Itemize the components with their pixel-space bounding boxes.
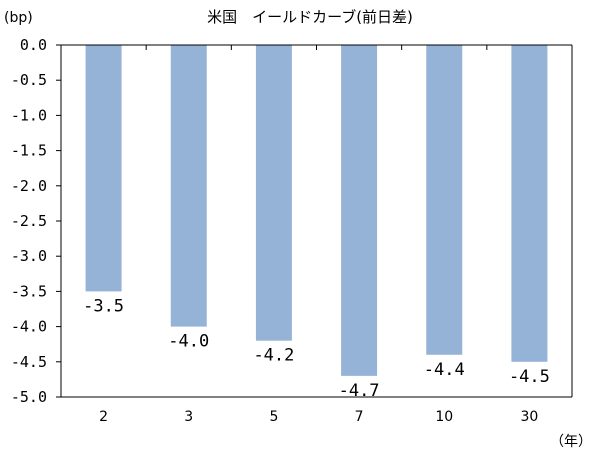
y-tick-label: -2.0 (11, 177, 47, 195)
x-tick-label: 3 (184, 409, 193, 425)
x-axis-ticks: 2 3 5 7 10 30 (60, 45, 573, 425)
y-tick-label: -5.0 (11, 388, 47, 406)
x-tick-label: 10 (435, 409, 453, 425)
y-tick-label: -1.5 (11, 142, 47, 160)
data-labels-group: -3.5 -4.0 -4.2 -4.7 -4.4 -4.5 (83, 296, 550, 400)
bar (85, 45, 122, 292)
data-label: -4.5 (509, 367, 550, 387)
y-tick-label: -0.5 (11, 71, 47, 89)
bar (170, 45, 207, 327)
x-tick-label: 2 (99, 409, 108, 425)
data-label: -4.7 (339, 381, 380, 401)
data-label: -4.0 (168, 332, 209, 352)
bars-group (85, 45, 548, 376)
x-tick-label: 7 (355, 409, 364, 425)
bar (255, 45, 292, 341)
y-tick-label: -3.0 (11, 247, 47, 265)
bar (341, 45, 378, 376)
y-axis-ticks: 0.0 -0.5 -1.0 -1.5 -2.0 -2.5 -3.0 -3.5 -4.0 -4.5 -… (11, 36, 61, 406)
data-label: -3.5 (83, 296, 124, 316)
bar (426, 45, 463, 355)
y-axis-unit-label: (bp) (4, 10, 33, 26)
y-tick-label: -2.5 (11, 212, 47, 230)
y-tick-label: -3.5 (11, 282, 47, 300)
y-tick-label: -4.0 (11, 318, 47, 336)
bar (511, 45, 548, 362)
x-tick-label: 5 (269, 409, 278, 425)
y-tick-label: -1.0 (11, 106, 47, 124)
data-label: -4.4 (424, 360, 465, 380)
y-tick-label: 0.0 (20, 36, 47, 54)
x-tick-label: 30 (521, 409, 539, 425)
data-label: -4.2 (253, 346, 294, 366)
x-axis-unit-label: （年） (550, 434, 592, 450)
y-tick-label: -4.5 (11, 353, 47, 371)
chart-title: 米国 イールドカーブ(前日差) (207, 8, 413, 26)
